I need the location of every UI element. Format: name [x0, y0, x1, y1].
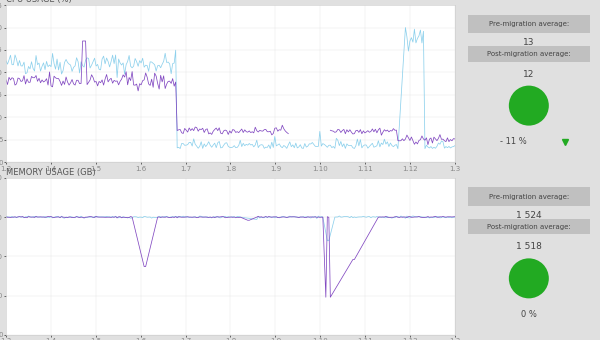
Text: 12: 12 — [523, 70, 535, 79]
FancyBboxPatch shape — [467, 219, 590, 234]
Text: 1 518: 1 518 — [516, 242, 542, 252]
Text: 13: 13 — [523, 38, 535, 47]
Ellipse shape — [509, 258, 549, 299]
Ellipse shape — [509, 86, 549, 125]
Text: Pre-migration average:: Pre-migration average: — [489, 21, 569, 27]
Legend: DBPRO SOURCEDB2 MSSQLSERVER, DBPRO SOURCEDB2 DEV12: DBPRO SOURCEDB2 MSSQLSERVER, DBPRO SOURC… — [108, 197, 353, 203]
Text: 0 %: 0 % — [521, 310, 537, 319]
FancyBboxPatch shape — [467, 187, 590, 206]
Text: Post-migration average:: Post-migration average: — [487, 51, 571, 57]
Text: - 11 %: - 11 % — [500, 137, 527, 146]
Text: Pre-migration average:: Pre-migration average: — [489, 194, 569, 200]
FancyBboxPatch shape — [467, 46, 590, 62]
Text: Post-migration average:: Post-migration average: — [487, 223, 571, 230]
Text: CPU USAGE (%): CPU USAGE (%) — [6, 0, 72, 4]
Text: MEMORY USAGE (GB): MEMORY USAGE (GB) — [6, 168, 96, 177]
Text: 1 524: 1 524 — [516, 211, 542, 220]
FancyBboxPatch shape — [467, 15, 590, 33]
